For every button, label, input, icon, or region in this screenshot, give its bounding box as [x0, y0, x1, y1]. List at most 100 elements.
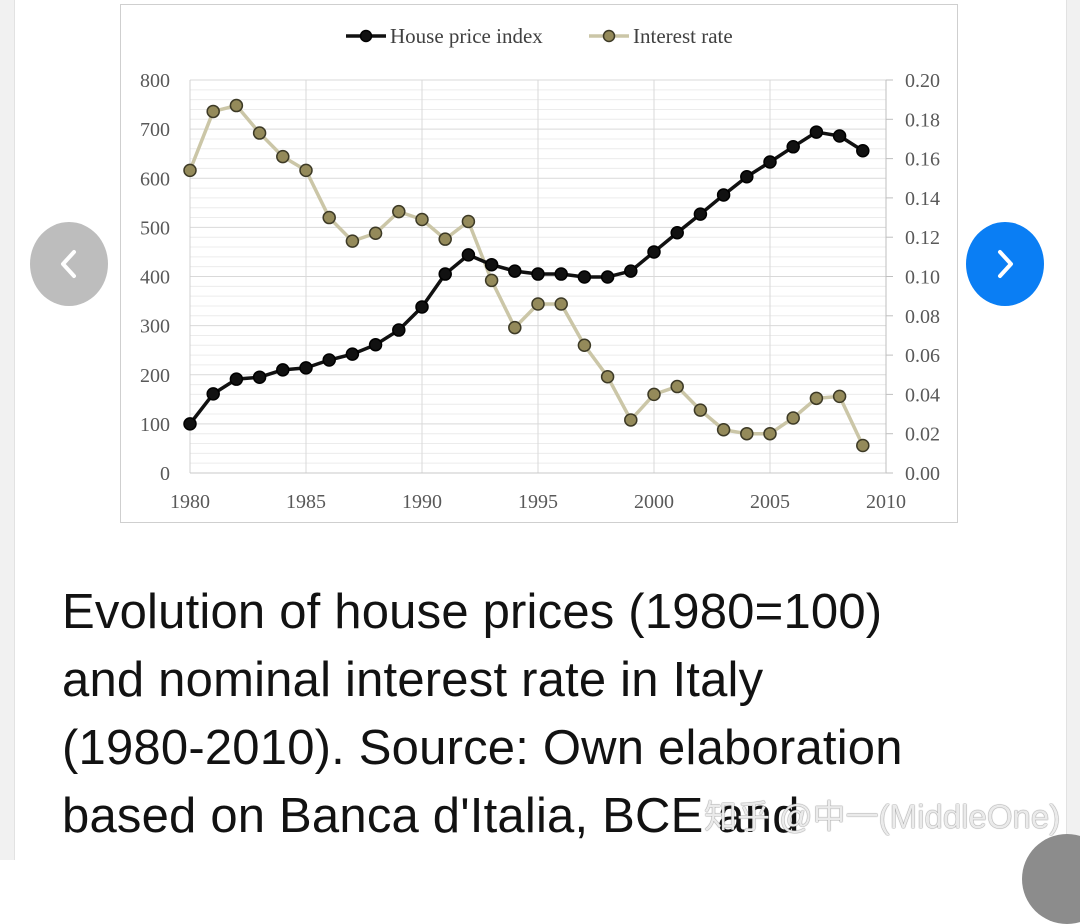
data-point-interest-rate	[693, 403, 708, 417]
x-tick-label: 1995	[518, 491, 558, 513]
data-point-house-price-index	[670, 226, 684, 240]
previous-image-button[interactable]	[30, 222, 108, 306]
legend-marker	[359, 29, 373, 43]
data-point-house-price-index	[577, 270, 592, 284]
data-point-house-price-index	[647, 245, 661, 259]
data-point-interest-rate	[856, 438, 870, 453]
data-point-interest-rate	[183, 163, 197, 178]
chevron-right-icon	[998, 250, 1013, 278]
caption-line: and nominal interest rate in Italy	[62, 653, 764, 707]
right-tick-label: 0.12	[905, 227, 940, 249]
data-point-house-price-index	[786, 140, 800, 154]
data-point-house-price-index	[716, 188, 731, 202]
data-point-house-price-index	[252, 370, 267, 384]
series-line-house-price-index	[188, 130, 864, 425]
data-point-interest-rate	[554, 297, 568, 311]
data-point-house-price-index	[276, 363, 290, 377]
left-tick-label: 0	[160, 463, 170, 485]
data-point-house-price-index	[206, 387, 220, 401]
data-point-interest-rate	[299, 163, 313, 178]
left-axis-ticks: 0 100 200 300 400 500 600 700 800	[140, 70, 170, 485]
right-tick-label: 0.00	[905, 463, 940, 485]
legend-marker	[602, 29, 616, 43]
right-tick-label: 0.06	[905, 345, 940, 367]
data-point-house-price-index	[809, 125, 824, 139]
data-point-house-price-index	[508, 264, 522, 278]
caption-line: based on Banca d'Italia, BCE and	[62, 789, 800, 843]
right-tick-label: 0.16	[905, 149, 940, 171]
data-point-interest-rate	[809, 391, 824, 406]
right-tick-label: 0.08	[905, 306, 940, 328]
data-point-interest-rate	[577, 338, 592, 353]
chevron-left-icon	[61, 250, 76, 278]
data-point-house-price-index	[600, 270, 615, 284]
legend: House price index Interest rate	[346, 24, 733, 48]
x-tick-label: 2000	[634, 491, 674, 513]
data-point-house-price-index	[461, 248, 476, 262]
watermark: 知乎 @中一(MiddleOne)	[704, 798, 1061, 835]
data-point-house-price-index	[392, 323, 406, 337]
caption-line: Evolution of house prices (1980=100)	[62, 585, 883, 639]
data-point-interest-rate	[670, 379, 684, 394]
next-image-button[interactable]	[966, 222, 1044, 306]
x-tick-label: 2010	[866, 491, 906, 513]
data-point-house-price-index	[740, 170, 754, 184]
data-point-interest-rate	[624, 413, 638, 427]
data-point-house-price-index	[368, 338, 383, 352]
data-point-house-price-index	[438, 267, 452, 281]
data-point-house-price-index	[415, 300, 429, 314]
series-layer	[183, 98, 870, 453]
data-point-interest-rate	[716, 423, 731, 437]
right-tick-label: 0.04	[905, 384, 940, 406]
data-point-house-price-index	[299, 361, 313, 375]
data-point-interest-rate	[252, 126, 267, 140]
data-point-interest-rate	[322, 210, 336, 225]
right-tick-label: 0.02	[905, 424, 940, 446]
data-point-house-price-index	[763, 155, 777, 169]
legend-label: Interest rate	[633, 24, 733, 48]
left-tick-label: 200	[140, 365, 170, 387]
x-axis-ticks: 1980 1985 1990 1995 2000 2005 2010	[170, 491, 906, 513]
data-point-interest-rate	[276, 149, 290, 164]
data-point-interest-rate	[531, 297, 545, 311]
data-point-house-price-index	[832, 129, 847, 143]
image-caption: Evolution of house prices (1980=100) and…	[62, 578, 1062, 850]
chart-figure: 0 100 200 300 400 500 600 700 800 0.00 0.02 0.04 0.…	[120, 4, 958, 523]
left-tick-label: 100	[140, 414, 170, 436]
data-point-house-price-index	[624, 264, 638, 278]
x-tick-label: 1985	[286, 491, 326, 513]
data-point-house-price-index	[856, 143, 870, 158]
left-tick-label: 500	[140, 217, 170, 239]
data-point-house-price-index	[693, 207, 708, 221]
data-point-interest-rate	[461, 214, 476, 229]
data-point-interest-rate	[740, 426, 754, 441]
data-point-interest-rate	[392, 204, 406, 219]
right-tick-label: 0.14	[905, 188, 940, 210]
data-point-interest-rate	[832, 389, 847, 404]
x-tick-label: 2005	[750, 491, 790, 513]
page-edge-left	[0, 0, 15, 860]
right-tick-label: 0.10	[905, 267, 940, 289]
data-point-interest-rate	[206, 104, 220, 119]
x-tick-label: 1980	[170, 491, 210, 513]
data-point-interest-rate	[415, 212, 429, 227]
x-tick-label: 1990	[402, 491, 442, 513]
data-point-interest-rate	[786, 411, 800, 425]
data-point-interest-rate	[600, 369, 615, 384]
data-point-house-price-index	[484, 257, 499, 272]
data-point-interest-rate	[229, 98, 244, 113]
right-tick-label: 0.20	[905, 70, 940, 92]
left-tick-label: 800	[140, 70, 170, 92]
page-edge-right	[1066, 0, 1080, 860]
data-point-interest-rate	[647, 387, 661, 402]
data-point-interest-rate	[345, 234, 360, 248]
left-tick-label: 400	[140, 267, 170, 289]
right-axis-ticks: 0.00 0.02 0.04 0.06 0.08 0.10 0.12 0.14 0.16 0.18…	[886, 70, 940, 485]
data-point-interest-rate	[438, 232, 452, 246]
data-point-interest-rate	[368, 226, 383, 241]
data-point-interest-rate	[508, 320, 522, 335]
left-tick-label: 700	[140, 119, 170, 141]
data-point-house-price-index	[183, 417, 197, 431]
data-point-interest-rate	[763, 426, 777, 441]
